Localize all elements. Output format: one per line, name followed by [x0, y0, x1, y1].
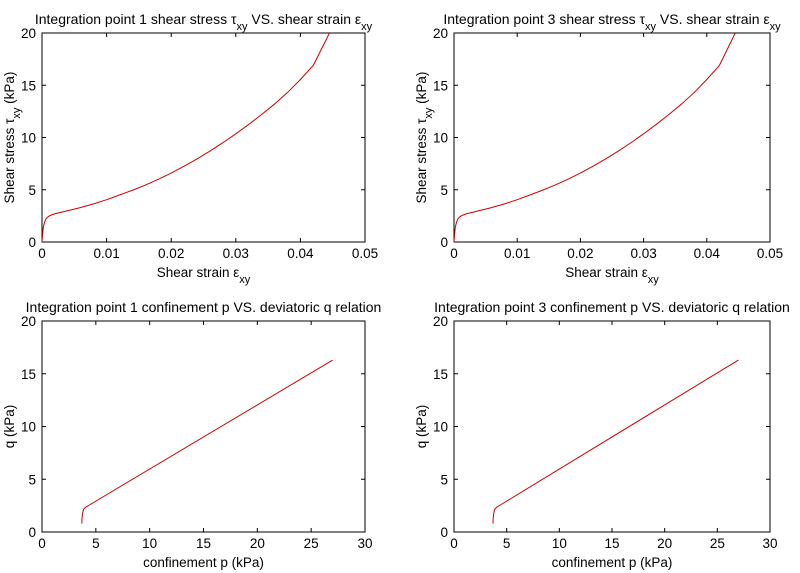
- x-tick-label: 20: [657, 536, 672, 551]
- x-tick-label: 20: [250, 536, 265, 551]
- y-tick-label: 20: [433, 26, 448, 41]
- plot-frame: [453, 320, 771, 533]
- chart-title: Integration point 1 confinement p VS. de…: [26, 299, 382, 315]
- x-tick-label: 0.03: [630, 246, 656, 261]
- x-tick-label: 0.05: [352, 246, 378, 261]
- chart-title: Integration point 3 shear stress τxy VS.…: [443, 11, 781, 33]
- y-tick-label: 15: [21, 367, 36, 382]
- x-tick-label: 0.03: [223, 246, 249, 261]
- x-tick-label: 30: [357, 536, 372, 551]
- x-tick-label: 5: [92, 536, 100, 551]
- y-tick-label: 15: [433, 367, 448, 382]
- y-tick-label: 10: [433, 420, 448, 435]
- y-tick-label: 0: [440, 525, 448, 540]
- plot-frame: [453, 32, 771, 243]
- x-tick-label: 25: [304, 536, 319, 551]
- y-tick-label: 15: [433, 78, 448, 93]
- x-tick-label: 0.04: [694, 246, 721, 261]
- x-tick-label: 15: [604, 536, 619, 551]
- x-tick-label: 0: [38, 536, 46, 551]
- x-axis-label: confinement p (kPa): [552, 555, 673, 570]
- x-tick-label: 0: [38, 246, 46, 261]
- y-tick-label: 10: [433, 131, 448, 146]
- x-tick-label: 15: [196, 536, 211, 551]
- x-tick-label: 0.01: [504, 246, 530, 261]
- x-axis-label: Shear strain εxy: [565, 265, 659, 286]
- series-line: [41, 32, 330, 243]
- x-tick-label: 0.02: [158, 246, 184, 261]
- y-tick-label: 20: [21, 314, 36, 329]
- chart-top-left: 0 0.01 0.02 0.03 0.04 0.05 0 5 10 15 20Integration…: [2, 11, 378, 286]
- plot-frame: [41, 32, 366, 243]
- y-tick-label: 5: [440, 183, 448, 198]
- x-tick-label: 0.01: [93, 246, 119, 261]
- x-tick-label: 0.02: [567, 246, 593, 261]
- x-tick-label: 5: [503, 536, 511, 551]
- chart-title: Integration point 1 shear stress τxy VS.…: [35, 11, 373, 33]
- y-tick-label: 20: [433, 314, 448, 329]
- x-tick-label: 25: [710, 536, 725, 551]
- chart-title: Integration point 3 confinement p VS. de…: [434, 299, 790, 315]
- y-tick-label: 10: [21, 131, 36, 146]
- y-tick-label: 5: [28, 472, 36, 487]
- chart-top-right: 0 0.01 0.02 0.03 0.04 0.05 0 5 10 15 20Integration…: [414, 11, 783, 286]
- y-axis-label: q (kPa): [2, 405, 17, 449]
- x-tick-label: 0: [450, 536, 458, 551]
- y-axis-label: Shear stress τxy (kPa): [2, 72, 23, 204]
- y-tick-label: 0: [28, 235, 36, 250]
- y-tick-label: 0: [28, 525, 36, 540]
- y-axis-label: Shear stress τxy (kPa): [414, 72, 435, 204]
- y-tick-label: 5: [440, 472, 448, 487]
- x-tick-label: 0.05: [757, 246, 783, 261]
- x-tick-label: 0.04: [287, 246, 314, 261]
- y-tick-label: 15: [21, 78, 36, 93]
- y-axis-label: q (kPa): [414, 405, 429, 449]
- plot-frame: [41, 320, 366, 533]
- y-tick-label: 0: [440, 235, 448, 250]
- x-axis-label: Shear strain εxy: [157, 265, 251, 286]
- series-line: [453, 32, 736, 243]
- series-line: [81, 359, 333, 524]
- x-tick-label: 0: [450, 246, 458, 261]
- x-tick-label: 10: [552, 536, 567, 551]
- x-axis-label: confinement p (kPa): [143, 555, 264, 570]
- y-tick-label: 5: [28, 183, 36, 198]
- y-tick-label: 10: [21, 420, 36, 435]
- x-tick-label: 30: [762, 536, 777, 551]
- x-tick-label: 10: [142, 536, 157, 551]
- series-line: [492, 359, 739, 524]
- y-tick-label: 20: [21, 26, 36, 41]
